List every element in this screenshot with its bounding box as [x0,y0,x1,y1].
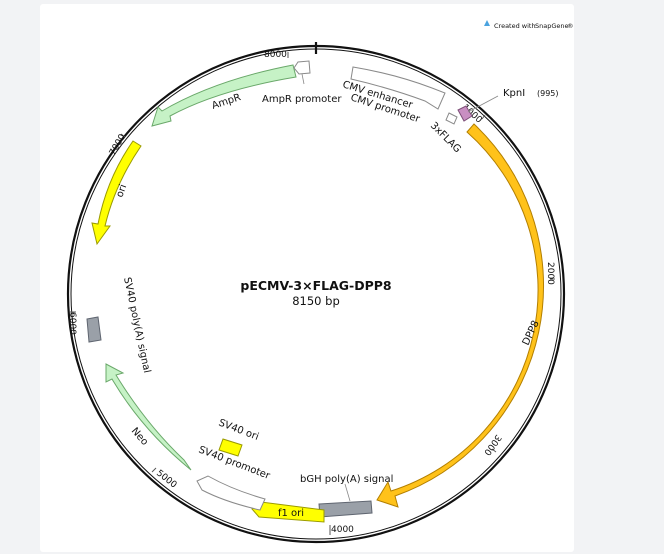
label-sv40-polya: SV40 poly(A) signal [121,276,152,374]
map-panel: Created with SnapGene ® 1000 2000 3000 4… [40,4,574,552]
feature-dpp8[interactable] [376,123,545,508]
plasmid-size: 8150 bp [292,294,340,308]
feature-ampr-promoter[interactable] [293,60,311,75]
label-ori: ori [114,183,129,199]
feature-neo[interactable] [105,363,192,471]
feature-sv40-promoter[interactable] [196,475,266,511]
tick-2000: 2000 [545,262,555,285]
label-3xflag: 3xFLAG [428,120,463,155]
snapgene-logo-icon [484,20,490,26]
kpni-leader-line [467,95,499,113]
tick-label-5000: 5000 [154,468,178,490]
tick-label-2000: 2000 [545,262,555,285]
site-kpni-position: (995) [537,89,559,98]
ampr-promoter-leader-line [301,73,305,85]
feature-ori[interactable] [91,140,142,246]
feature-3xflag[interactable] [457,105,473,122]
label-f1-ori: f1 ori [278,508,304,519]
watermark-brand: SnapGene [535,22,569,30]
plasmid-map: Created with SnapGene ® 1000 2000 3000 4… [66,20,574,544]
label-bgh-polya: bGH poly(A) signal [300,474,393,485]
feature-ampr[interactable] [151,64,297,127]
tick-label-6000: 6000 [67,312,77,335]
feature-f1-ori[interactable] [251,501,325,523]
label-neo: Neo [129,426,150,448]
tick-label-8000: 8000 [264,50,287,60]
tick-label-4000: 4000 [331,525,354,535]
label-ampr-promoter: AmpR promoter [262,94,342,105]
feature-sv40-polya[interactable] [86,316,102,343]
feature-cmv-promoter[interactable] [445,112,458,125]
site-kpni-name[interactable]: KpnI [503,88,525,99]
feature-bgh-polya[interactable] [318,500,373,518]
tick-4000: 4000 [329,525,354,535]
tick-8000: 8000 [264,50,289,60]
feature-sv40-ori[interactable] [218,438,243,457]
snapgene-watermark: Created with SnapGene ® [484,20,574,30]
feature-cmv-enhancer[interactable] [350,66,446,110]
tick-6000: 6000 [67,311,77,335]
plasmid-name: pECMV-3×FLAG-DPP8 [240,278,391,293]
watermark-prefix: Created with [494,22,536,30]
watermark-suffix: ® [567,22,574,30]
bgh-leader-line [344,483,351,502]
